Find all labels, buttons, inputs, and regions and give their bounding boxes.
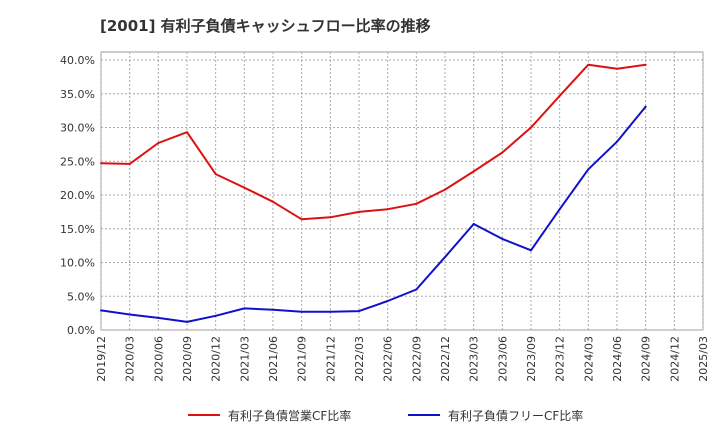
- y-tick-label: 25.0%: [60, 155, 95, 168]
- data-point: [157, 316, 160, 319]
- x-tick-label: 2022/06: [382, 336, 395, 382]
- x-tick-label: 2023/03: [468, 336, 481, 382]
- series-lines: [100, 63, 647, 323]
- data-point: [272, 308, 274, 311]
- series-line-1: [100, 63, 646, 221]
- x-tick-label: 2024/09: [640, 336, 653, 382]
- y-tick-label: 5.0%: [67, 290, 95, 303]
- x-tick-label: 2021/09: [296, 336, 309, 382]
- data-point: [386, 208, 389, 211]
- data-point: [243, 307, 246, 310]
- data-point: [186, 320, 188, 323]
- y-tick-label: 40.0%: [60, 54, 95, 67]
- plot-area: [100, 51, 704, 331]
- data-point: [128, 313, 131, 316]
- x-tick-label: 2021/03: [238, 336, 251, 382]
- series-line-2: [100, 105, 647, 323]
- chart-title: [2001] 有利子負債キャッシュフロー比率の推移: [100, 17, 431, 35]
- data-point: [444, 256, 446, 259]
- data-point: [501, 151, 504, 154]
- x-tick-label: 2023/12: [554, 336, 567, 382]
- data-point: [644, 105, 647, 108]
- x-tick-label: 2022/12: [439, 336, 452, 382]
- x-tick-label: 2022/03: [353, 336, 366, 382]
- x-tick-label: 2020/12: [210, 336, 223, 382]
- data-point: [472, 170, 475, 173]
- x-tick-label: 2020/03: [124, 336, 137, 382]
- y-tick-label: 0.0%: [67, 324, 95, 337]
- data-point: [587, 168, 590, 171]
- x-tick-label: 2023/09: [525, 336, 538, 382]
- data-point: [444, 188, 446, 191]
- data-point: [501, 237, 504, 240]
- data-point: [300, 218, 303, 221]
- legend-label-2: 有利子負債フリーCF比率: [448, 408, 583, 423]
- x-tick-label: 2020/09: [181, 336, 194, 382]
- x-tick-label: 2024/03: [582, 336, 595, 382]
- data-point: [157, 142, 160, 145]
- data-point: [186, 131, 188, 134]
- data-point: [616, 140, 618, 143]
- data-point: [300, 310, 303, 313]
- data-point: [616, 67, 618, 70]
- legend-label-1: 有利子負債営業CF比率: [228, 408, 351, 423]
- x-tick-label: 2024/12: [668, 336, 681, 382]
- data-point: [358, 310, 360, 313]
- y-tick-label: 10.0%: [60, 257, 95, 270]
- y-tick-label: 20.0%: [60, 189, 95, 202]
- data-point: [329, 216, 332, 219]
- y-tick-label: 15.0%: [60, 223, 95, 236]
- data-point: [386, 299, 389, 302]
- data-point: [415, 288, 418, 291]
- x-tick-label: 2023/06: [496, 336, 509, 382]
- data-point: [243, 186, 246, 189]
- data-point: [358, 210, 360, 213]
- x-axis: 2019/12 2020/03 2020/06 2020/09 2020/12 2021/…: [95, 336, 710, 382]
- data-point: [100, 162, 102, 165]
- data-point: [530, 249, 532, 252]
- x-tick-label: 2019/12: [95, 336, 108, 382]
- y-tick-label: 30.0%: [60, 122, 95, 135]
- x-tick-label: 2024/06: [611, 336, 624, 382]
- x-tick-label: 2020/06: [152, 336, 165, 382]
- x-tick-label: 2022/09: [410, 336, 423, 382]
- grid: [100, 52, 704, 331]
- legend: 有利子負債営業CF比率 有利子負債フリーCF比率: [188, 408, 583, 423]
- data-point: [644, 63, 647, 66]
- x-tick-label: 2025/03: [697, 336, 710, 382]
- data-point: [415, 202, 418, 205]
- x-tick-label: 2021/12: [324, 336, 337, 382]
- data-point: [472, 223, 475, 226]
- data-point: [128, 162, 131, 165]
- data-point: [530, 126, 532, 129]
- y-axis: 0.0% 5.0% 10.0% 15.0% 20.0% 25.0% 30.0% 35.0% 40…: [60, 54, 95, 337]
- data-point: [214, 173, 217, 176]
- data-point: [214, 314, 217, 317]
- data-point: [587, 63, 590, 66]
- x-tick-label: 2021/06: [267, 336, 280, 382]
- data-point: [272, 200, 274, 203]
- data-point: [558, 94, 561, 97]
- data-point: [100, 309, 102, 312]
- data-point: [558, 208, 561, 211]
- data-point: [329, 310, 332, 313]
- y-tick-label: 35.0%: [60, 88, 95, 101]
